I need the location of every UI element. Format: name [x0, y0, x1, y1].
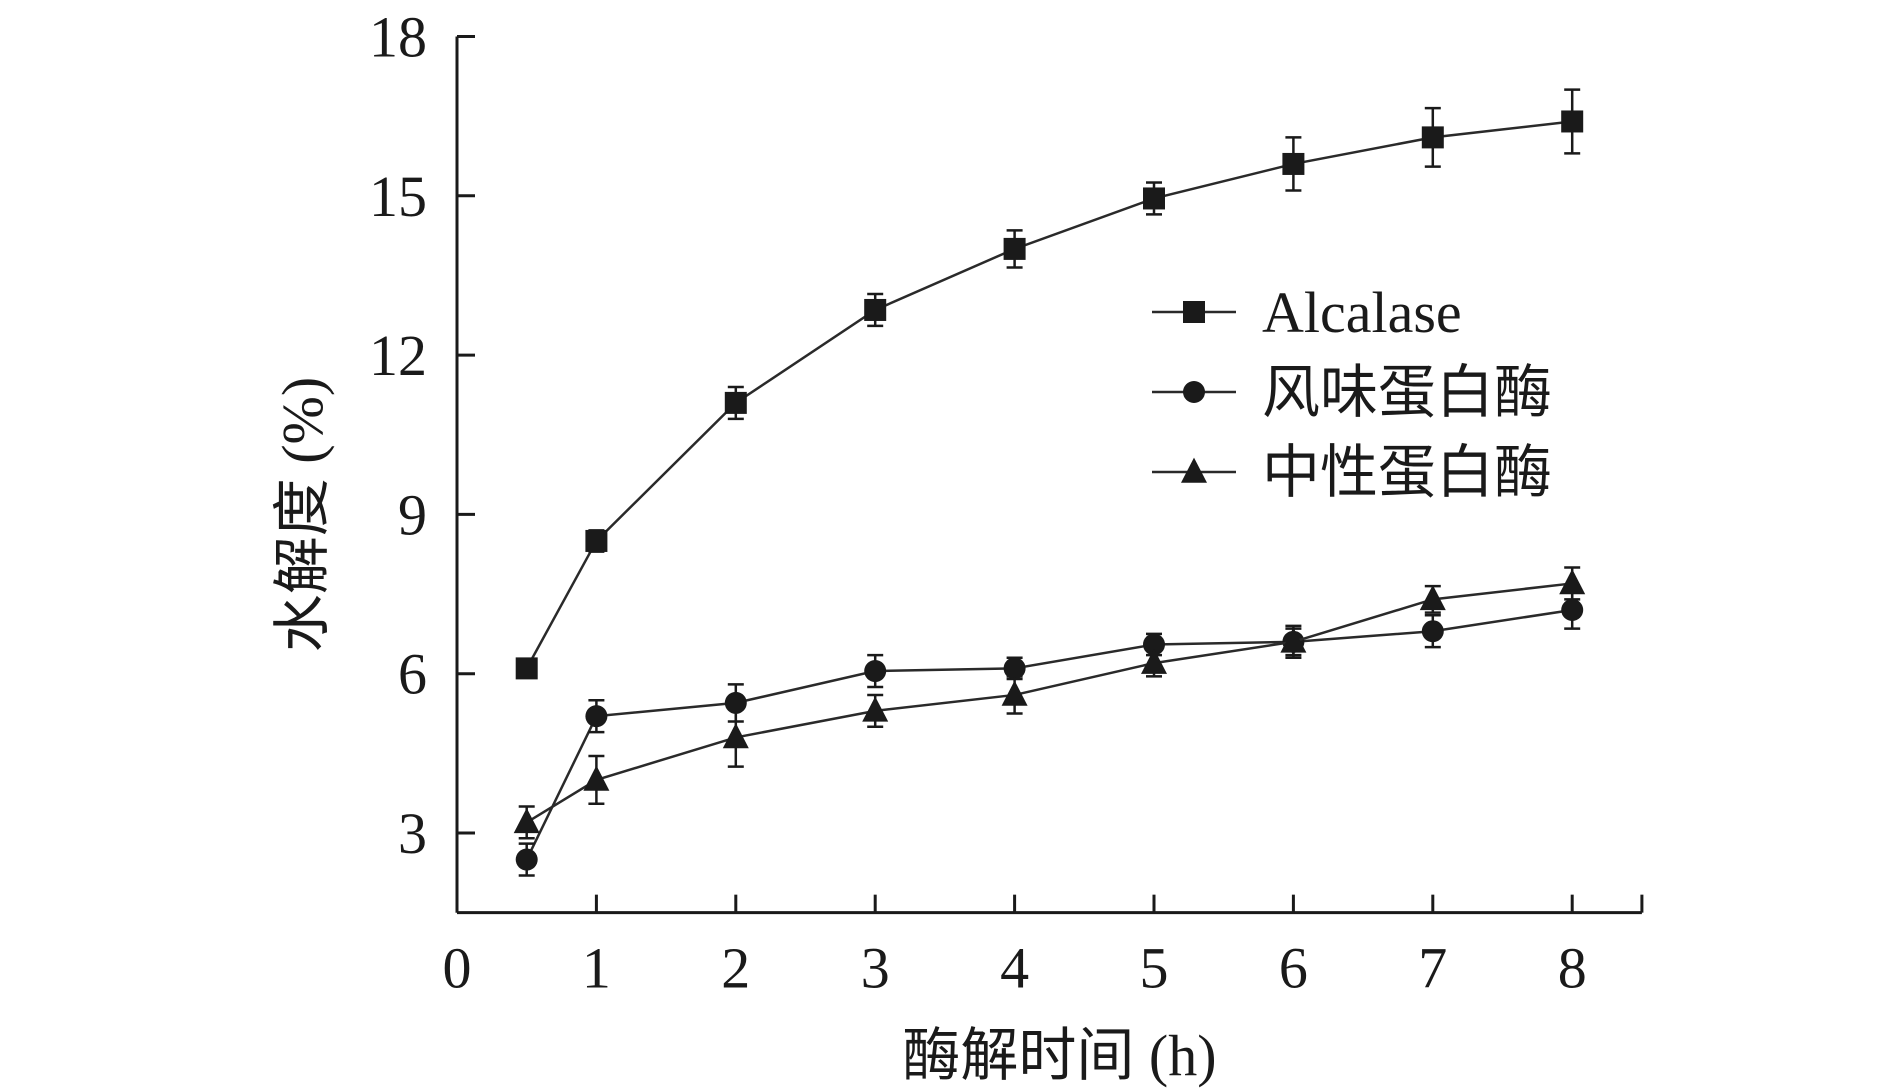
legend-entry-2: 中性蛋白酶 — [1152, 440, 1552, 505]
series-1 — [515, 590, 1584, 877]
data-point — [722, 723, 749, 749]
data-point — [1559, 569, 1586, 595]
data-point — [862, 696, 889, 722]
y-axis-title: 水解度 (%) — [270, 377, 335, 652]
data-point — [1561, 110, 1584, 133]
legend-entry-1: 风味蛋白酶 — [1152, 360, 1552, 425]
data-point — [583, 765, 610, 791]
data-point — [1001, 680, 1028, 706]
data-point — [864, 660, 887, 683]
y-tick-label: 15 — [369, 164, 427, 229]
y-tick-label: 3 — [398, 801, 427, 866]
series-layer — [513, 88, 1586, 877]
x-tick-label: 2 — [721, 936, 750, 1001]
y-tick-label: 12 — [369, 323, 427, 388]
y-tick-label: 9 — [398, 482, 427, 547]
data-point — [585, 529, 608, 552]
legend-label: 风味蛋白酶 — [1262, 360, 1552, 425]
x-tick-label: 3 — [861, 936, 890, 1001]
x-tick-label: 5 — [1140, 936, 1169, 1001]
data-point — [1003, 657, 1026, 680]
data-point — [864, 298, 887, 321]
legend-label: 中性蛋白酶 — [1262, 440, 1552, 505]
legend-marker — [1181, 457, 1207, 483]
y-tick-label: 18 — [369, 5, 427, 70]
series-line — [526, 582, 1573, 824]
x-tick-label: 4 — [1000, 936, 1029, 1001]
x-tick-label: 8 — [1558, 936, 1587, 1001]
data-point — [513, 807, 540, 834]
x-tick-label: 6 — [1279, 936, 1308, 1001]
data-point — [724, 391, 747, 414]
x-axis-title: 酶解时间 (h) — [902, 1023, 1216, 1088]
data-point — [1141, 648, 1167, 674]
x-tick-label: 0 — [443, 936, 472, 1001]
data-point — [1561, 598, 1584, 621]
y-tick-label: 6 — [398, 642, 427, 707]
data-point — [515, 657, 538, 680]
x-tick-label: 7 — [1418, 936, 1447, 1001]
data-point — [1419, 584, 1446, 611]
data-point — [1003, 237, 1026, 260]
data-point — [515, 848, 538, 871]
legend-marker — [1183, 381, 1205, 403]
data-point — [1421, 620, 1444, 643]
legend-marker — [1183, 301, 1205, 323]
series-0 — [515, 88, 1584, 680]
data-point — [1143, 187, 1165, 210]
data-point — [1280, 627, 1307, 653]
data-point — [1282, 152, 1305, 175]
series-2 — [513, 566, 1586, 840]
data-point — [585, 705, 608, 728]
data-point — [1421, 126, 1444, 149]
legend-entry-0: Alcalase — [1152, 280, 1462, 345]
series-line — [525, 608, 1573, 861]
legend-label: Alcalase — [1262, 280, 1462, 345]
x-tick-label: 1 — [582, 936, 611, 1001]
